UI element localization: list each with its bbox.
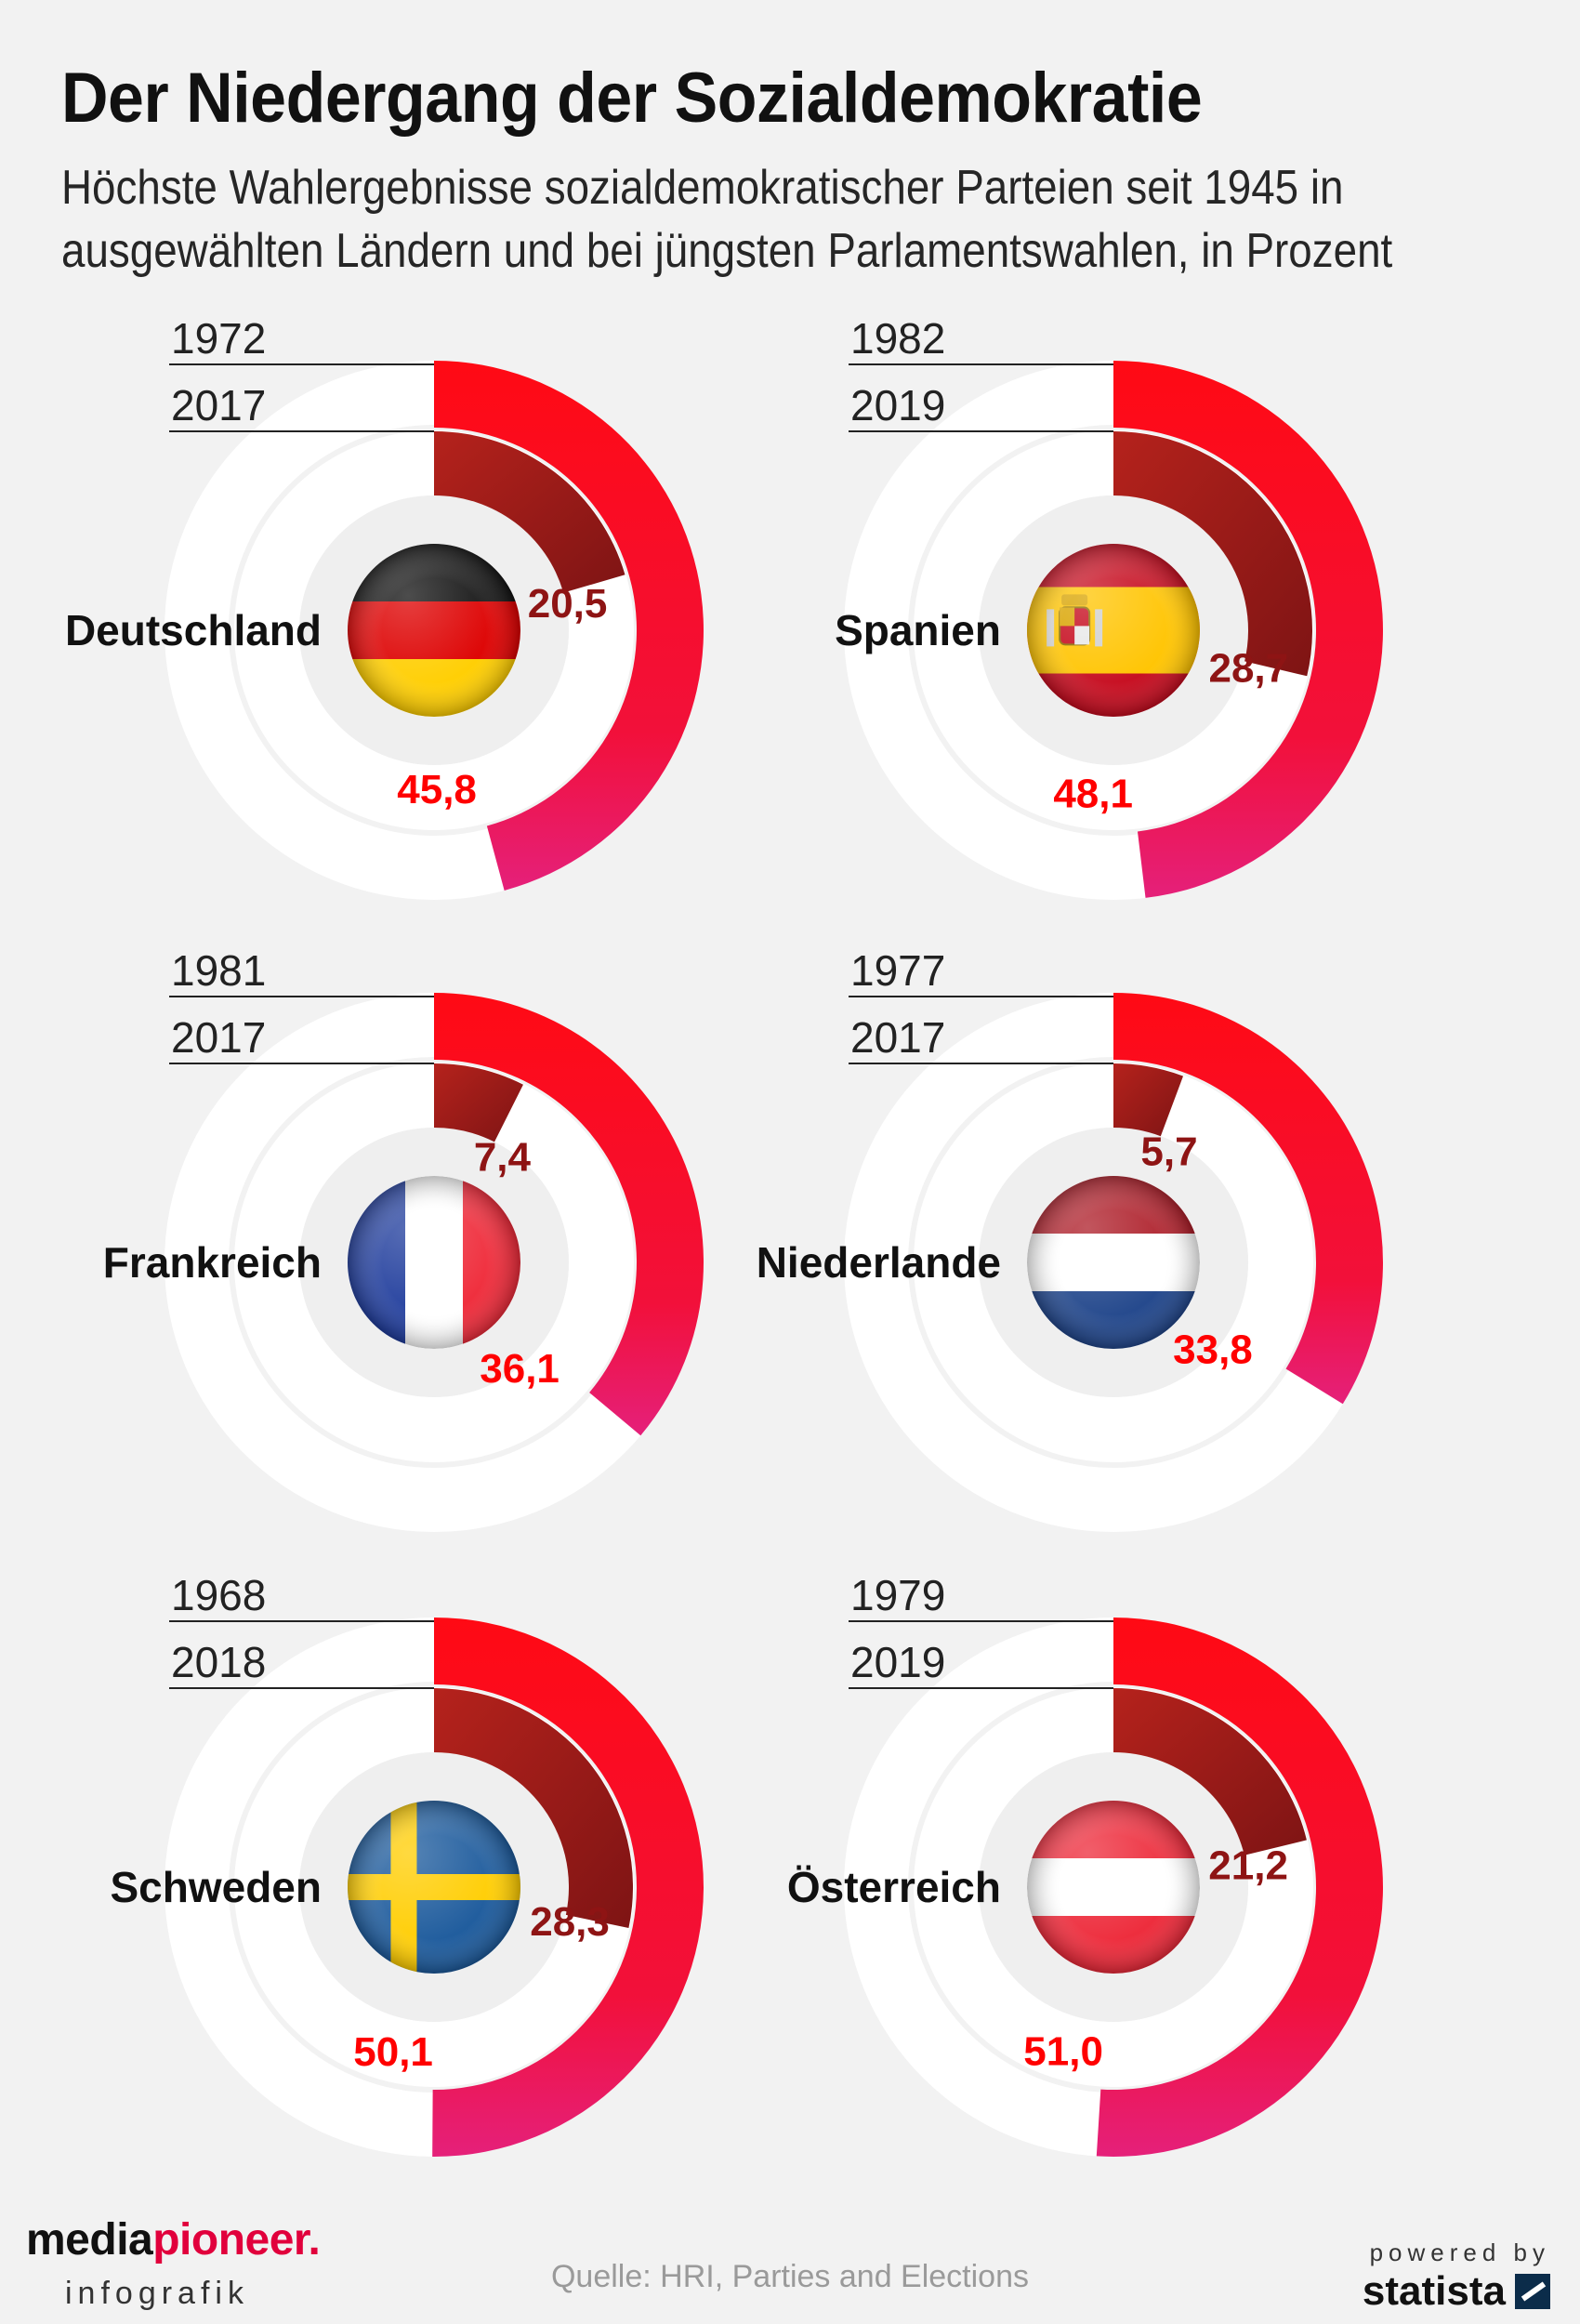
high-year-label: 1982 — [850, 314, 945, 363]
recent-year-label: 2017 — [850, 1013, 945, 1062]
recent-value-label: 7,4 — [474, 1135, 532, 1181]
recent-year-label: 2017 — [171, 381, 266, 429]
radial-chart-3: 1981 2017 Frankreich 36,1 7,4 — [103, 946, 704, 1532]
recent-value-arc — [434, 431, 625, 593]
radial-chart-6: 1979 2019 Österreich 51,0 21,2 — [787, 1571, 1383, 2157]
recent-value-label: 20,5 — [528, 581, 608, 627]
recent-year-label: 2017 — [171, 1013, 266, 1062]
recent-value-label: 28,7 — [1208, 646, 1288, 692]
chart-subtitle-line2: ausgewählten Ländern und bei jüngsten Pa… — [61, 224, 1393, 278]
recent-year-label: 2019 — [850, 1638, 945, 1686]
country-label: Österreich — [787, 1863, 1001, 1911]
austria-flag — [1027, 1801, 1200, 1974]
high-year-label: 1972 — [171, 314, 266, 363]
high-year-label: 1981 — [171, 946, 266, 995]
inner-ring-track — [230, 1059, 637, 1466]
high-value-arc — [1113, 361, 1384, 898]
high-value-arc — [1113, 993, 1383, 1405]
chart-title: Der Niedergang der Sozialdemokratie — [61, 59, 1203, 138]
high-value-arc — [432, 1618, 704, 2157]
country-label: Deutschland — [65, 606, 322, 654]
high-year-label: 1968 — [171, 1571, 266, 1619]
recent-value-arc — [434, 1063, 523, 1142]
country-label: Spanien — [835, 606, 1001, 654]
radial-chart-5: 1968 2018 Schweden 50,1 28,3 — [110, 1571, 704, 2157]
statista-icon — [1515, 2274, 1550, 2309]
brand-subtitle: infografik — [65, 2276, 249, 2311]
country-label: Schweden — [110, 1863, 322, 1911]
recent-value-arc — [434, 1688, 633, 1929]
high-value-label: 48,1 — [1053, 772, 1133, 817]
country-label: Frankreich — [103, 1238, 322, 1287]
brand-part1: media — [26, 2215, 153, 2265]
chart-subtitle-line1: Höchste Wahlergebnisse sozialdemokratisc… — [61, 161, 1344, 215]
high-value-label: 51,0 — [1023, 2029, 1103, 2075]
high-value-label: 33,8 — [1173, 1327, 1253, 1372]
mediapioneer-logo: mediapioneer. — [26, 2214, 321, 2265]
recent-value-label: 28,3 — [530, 1899, 610, 1945]
high-value-arc — [1096, 1618, 1383, 2157]
high-value-arc — [434, 361, 704, 891]
inner-ring-track — [910, 1059, 1317, 1466]
recent-year-label: 2019 — [850, 381, 945, 429]
source-note: Quelle: HRI, Parties and Elections — [550, 2259, 1030, 2294]
brand-dot: . — [308, 2215, 321, 2265]
radial-chart-1: 1972 2017 Deutschland 45,8 20,5 — [65, 314, 704, 900]
recent-value-arc — [1113, 1063, 1184, 1137]
netherlands-flag — [1027, 1176, 1200, 1349]
recent-value-arc — [1113, 431, 1312, 677]
high-value-label: 36,1 — [480, 1346, 560, 1392]
high-year-label: 1979 — [850, 1571, 945, 1619]
high-value-label: 50,1 — [353, 2029, 433, 2075]
statista-logo: statista — [1363, 2268, 1550, 2315]
high-value-arc — [434, 993, 704, 1436]
germany-flag — [348, 544, 520, 717]
high-year-label: 1977 — [850, 946, 945, 995]
radial-chart-2: 1982 2019 Spanien 48,1 28,7 — [835, 314, 1384, 900]
powered-by-label: powered by — [1369, 2238, 1550, 2266]
spain-flag — [1027, 544, 1200, 717]
france-flag — [348, 1176, 520, 1349]
statista-wordmark: statista — [1362, 2268, 1506, 2314]
sweden-flag — [348, 1801, 520, 1974]
radial-chart-4: 1977 2017 Niederlande 33,8 5,7 — [757, 946, 1383, 1532]
recent-value-arc — [1113, 1688, 1307, 1855]
country-label: Niederlande — [757, 1238, 1001, 1287]
recent-year-label: 2018 — [171, 1638, 266, 1686]
high-value-label: 45,8 — [397, 767, 477, 812]
recent-value-label: 5,7 — [1140, 1129, 1197, 1175]
recent-value-label: 21,2 — [1208, 1843, 1288, 1889]
brand-part2: pioneer — [152, 2215, 309, 2265]
